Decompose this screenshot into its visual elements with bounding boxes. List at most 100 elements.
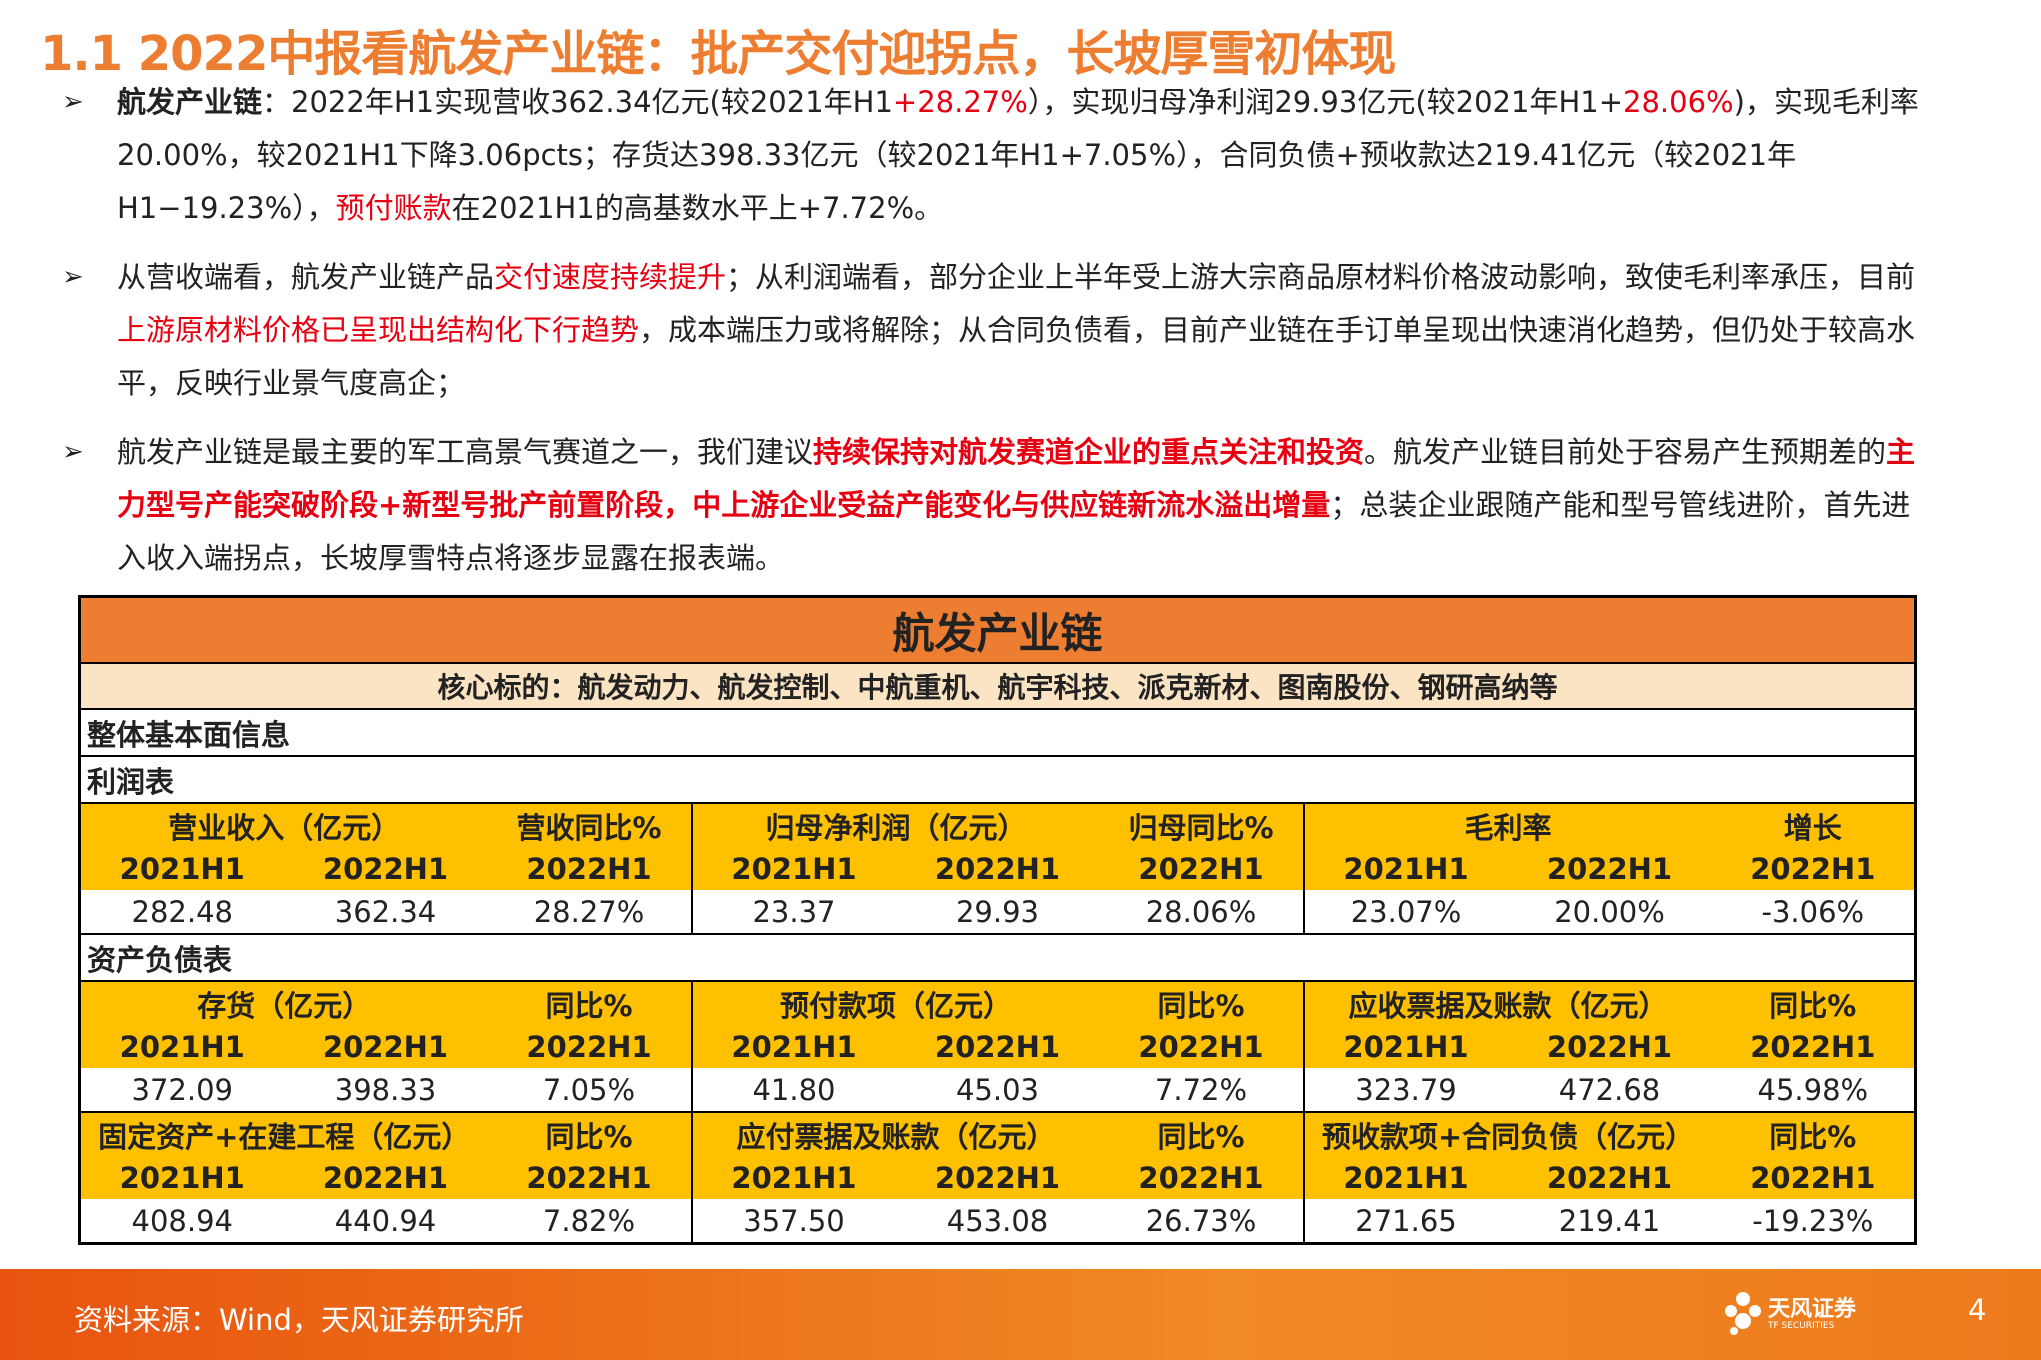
value-cell: 7.05% [487, 1068, 692, 1113]
value-cell: 398.33 [283, 1068, 488, 1113]
bullet-text: 主力型号产能突破阶段+新型号批产前置阶段，中上游企业受益产能变化与供应链新流水溢… [117, 435, 1916, 522]
metric-header: 固定资产+在建工程（亿元） [79, 1112, 488, 1156]
period-header: 2022H1 [487, 1156, 692, 1199]
value-cell: -19.23% [1711, 1199, 1916, 1245]
header-row: 营业收入（亿元） 营收同比% 归母净利润（亿元） 归母同比% 毛利率 增长 [79, 803, 1916, 847]
value-cell: 28.27% [487, 890, 692, 935]
value-cell: 323.79 [1302, 1068, 1508, 1113]
change-header: 归母同比% [1099, 803, 1304, 847]
section-row: 利润表 [79, 756, 1916, 804]
value-cell: 28.06% [1099, 890, 1304, 935]
value-cell: 7.72% [1099, 1068, 1304, 1113]
bullet-text: 。航发产业链目前处于容易产生预期差的 [1364, 435, 1887, 469]
change-header: 营收同比% [487, 803, 692, 847]
change-header: 同比% [487, 981, 692, 1025]
value-row: 408.94 440.94 7.82% 357.50 453.08 26.73% 271.6… [79, 1199, 1916, 1245]
value-cell: 282.48 [79, 890, 284, 935]
metric-header: 归母净利润（亿元） [690, 803, 1100, 847]
value-row: 372.09 398.33 7.05% 41.80 45.03 7.72% 323.79 47… [79, 1068, 1916, 1113]
change-header: 同比% [1099, 1112, 1304, 1156]
value-cell: 408.94 [79, 1199, 284, 1245]
period-header: 2022H1 [1099, 847, 1304, 890]
header-row: 固定资产+在建工程（亿元） 同比% 应付票据及账款（亿元） 同比% 预收款项+合同负债（… [79, 1112, 1916, 1156]
bullet-text: 航发产业链是最主要的军工高景气赛道之一，我们建议 [117, 435, 814, 469]
period-header: 2022H1 [1711, 847, 1916, 890]
change-header: 同比% [1711, 981, 1916, 1025]
bullet-text: 在2021H1的高基数水平上+7.72%。 [451, 191, 944, 225]
metric-header: 存货（亿元） [79, 981, 488, 1025]
bullet-text: 航发产业链 [117, 85, 263, 119]
change-header: 同比% [487, 1112, 692, 1156]
table-subtitle: 核心标的：航发动力、航发控制、中航重机、航宇科技、派克新材、图南股份、钢研高纳等 [79, 663, 1916, 710]
section-label: 资产负债表 [79, 934, 1916, 982]
period-header: 2022H1 [1099, 1156, 1304, 1199]
value-cell: 357.50 [690, 1199, 896, 1245]
bullet-text: ；总装企业跟随产能和型号管线进阶，首先进入收入端拐点，长坡厚雪特点将逐步显露在报… [117, 488, 1911, 575]
period-header: 2022H1 [895, 1025, 1100, 1068]
period-header: 2022H1 [1711, 1156, 1916, 1199]
source-note: 资料来源：Wind，天风证券研究所 [74, 1303, 524, 1337]
value-cell: 23.37 [690, 890, 896, 935]
value-cell: 453.08 [895, 1199, 1100, 1245]
bullet-text: 上游原材料价格已呈现出结构化下行趋势 [117, 313, 640, 347]
bullet-text: ：2022年H1实现营收362.34亿元(较2021年H1 [262, 85, 893, 119]
section-row: 资产负债表 [79, 934, 1916, 982]
change-header: 同比% [1711, 1112, 1916, 1156]
bullet-text: )，实现毛利率20.00%，较2021H1下降3.06pcts；存货达398.3… [117, 85, 1919, 225]
period-row: 2021H1 2022H1 2022H1 2021H1 2022H1 2022H1 2021… [79, 1156, 1916, 1199]
table-title: 航发产业链 [79, 596, 1916, 664]
logo-icon [1725, 1292, 1761, 1335]
period-header: 2021H1 [1302, 1025, 1508, 1068]
logo-text-en: TF SECURITIES [1768, 1321, 1835, 1331]
bullet: 从营收端看，航发产业链产品交付速度持续提升；从利润端看，部分企业上半年受上游大宗… [62, 251, 1928, 410]
overview-row: 整体基本面信息 [79, 709, 1916, 757]
header-row: 存货（亿元） 同比% 预付款项（亿元） 同比% 应收票据及账款（亿元） 同比% [79, 981, 1916, 1025]
bullet-text: 持续保持对航发赛道企业的重点关注和投资 [813, 435, 1365, 469]
value-cell: 362.34 [283, 890, 488, 935]
period-header: 2022H1 [283, 847, 488, 890]
change-header: 同比% [1099, 981, 1304, 1025]
metric-header: 毛利率 [1302, 803, 1712, 847]
logo-text: 天风证券 [1768, 1297, 1857, 1322]
overview-label: 整体基本面信息 [79, 709, 1916, 757]
bullet-text: ；从利润端看，部分企业上半年受上游大宗商品原材料价格波动影响，致使毛利率承压，目… [726, 260, 1916, 294]
value-cell: 219.41 [1507, 1199, 1712, 1245]
subtitle-row: 核心标的：航发动力、航发控制、中航重机、航宇科技、派克新材、图南股份、钢研高纳等 [79, 663, 1916, 710]
bullet-text: ，成本端压力或将解除；从合同负债看，目前产业链在手订单呈现出快速消化趋势，但仍处… [117, 313, 1916, 400]
value-cell: 472.68 [1507, 1068, 1712, 1113]
value-cell: 29.93 [895, 890, 1100, 935]
bullet-text: 从营收端看，航发产业链产品 [117, 260, 495, 294]
metric-header: 预付款项（亿元） [690, 981, 1100, 1025]
value-cell: 45.03 [895, 1068, 1100, 1113]
value-cell: 271.65 [1302, 1199, 1508, 1245]
period-row: 2021H1 2022H1 2022H1 2021H1 2022H1 2022H1 2021… [79, 847, 1916, 890]
metric-header: 营业收入（亿元） [79, 803, 488, 847]
bullet-text: ），实现归母净利润29.93亿元(较2021年H1+ [1027, 85, 1624, 119]
value-cell: 23.07% [1302, 890, 1508, 935]
period-header: 2021H1 [690, 1156, 896, 1199]
period-header: 2022H1 [1507, 1156, 1712, 1199]
metric-header: 预收款项+合同负债（亿元） [1302, 1112, 1712, 1156]
period-header: 2021H1 [690, 847, 896, 890]
period-header: 2022H1 [895, 847, 1100, 890]
period-header: 2021H1 [79, 1025, 284, 1068]
bullet-text: 交付速度持续提升 [494, 260, 727, 294]
bullet: 航发产业链是最主要的军工高景气赛道之一，我们建议持续保持对航发赛道企业的重点关注… [62, 426, 1928, 585]
period-header: 2022H1 [283, 1156, 488, 1199]
period-header: 2021H1 [1302, 1156, 1508, 1199]
value-row: 282.48 362.34 28.27% 23.37 29.93 28.06% 23.07%… [79, 890, 1916, 935]
bullet-text: 28.06% [1623, 85, 1734, 119]
period-header: 2022H1 [283, 1025, 488, 1068]
period-header: 2022H1 [895, 1156, 1100, 1199]
value-cell: 41.80 [690, 1068, 896, 1113]
period-header: 2021H1 [690, 1025, 896, 1068]
value-cell: 7.82% [487, 1199, 692, 1245]
bullet-text: +28.27% [892, 85, 1028, 119]
period-header: 2022H1 [1507, 1025, 1712, 1068]
period-row: 2021H1 2022H1 2022H1 2021H1 2022H1 2022H1 2021… [79, 1025, 1916, 1068]
period-header: 2021H1 [79, 1156, 284, 1199]
footer: 资料来源：Wind，天风证券研究所 天风证券 TF SECURITIES 4 [0, 1269, 2041, 1360]
metric-header: 应收票据及账款（亿元） [1302, 981, 1712, 1025]
period-header: 2022H1 [1507, 847, 1712, 890]
